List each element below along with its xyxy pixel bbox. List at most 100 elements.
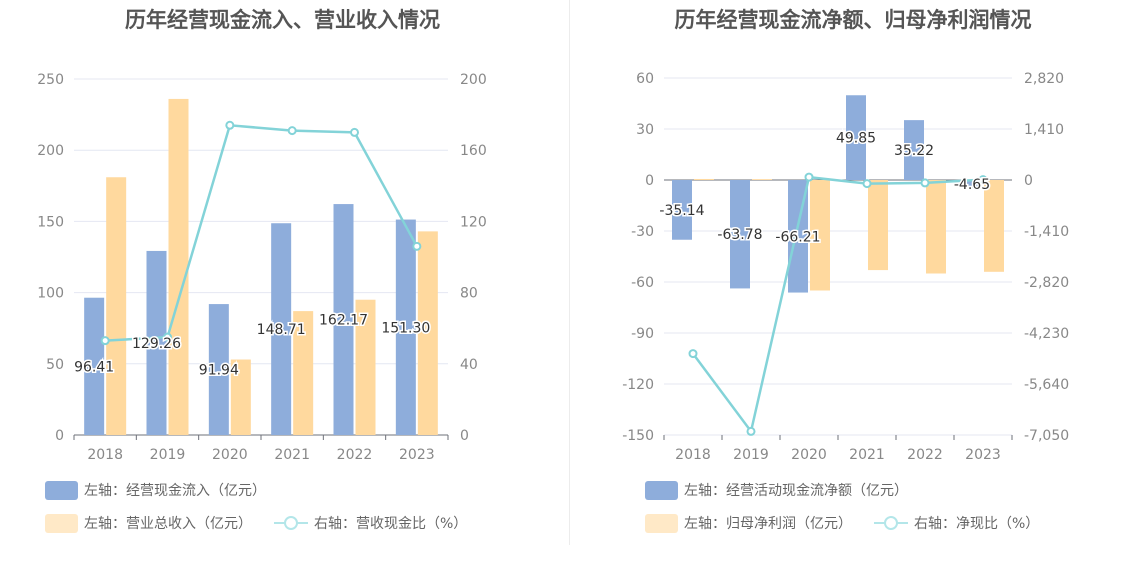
- right-left-tick-label: 60: [636, 71, 654, 87]
- right-right-tick-label: -5,640: [1024, 377, 1069, 393]
- right-bar-data-label: 49.85: [836, 131, 876, 147]
- left-bar-data-label: 148.71: [257, 322, 306, 338]
- right-left-tick-label: -90: [631, 326, 654, 342]
- left-left-tick-label: 150: [37, 214, 64, 230]
- legend-left-row1: 左轴：经营现金流入（亿元）: [45, 480, 266, 500]
- left-bar-orange: [293, 311, 314, 435]
- left-bar-blue: [271, 223, 292, 435]
- right-bar-blue: [962, 180, 982, 188]
- right-bar-blue: [904, 120, 924, 180]
- chart-title-left: 历年经营现金流入、营业收入情况: [125, 8, 440, 32]
- right-bar-data-label: -4.65: [954, 177, 990, 193]
- chart-title-right: 历年经营现金流净额、归母净利润情况: [674, 8, 1032, 32]
- left-x-label: 2022: [337, 447, 373, 463]
- left-bar-blue: [208, 304, 229, 435]
- chart-left: 0 0 50 40 100 80 150 120 200 160 250 200 2018 2019 202…: [37, 72, 487, 463]
- left-x-label: 2019: [150, 447, 186, 463]
- left-ratio-point: [350, 127, 359, 137]
- left-x-label: 2020: [212, 447, 248, 463]
- right-bar-data-label: -35.14: [659, 203, 704, 219]
- legend-line-icon-net-cash-ratio[interactable]: [874, 515, 908, 531]
- right-left-tick-label: -60: [631, 275, 654, 291]
- right-right-tick-label: -7,050: [1024, 428, 1069, 444]
- left-bar-blue: [84, 297, 105, 435]
- right-left-tick-label: 0: [645, 173, 654, 189]
- right-x-label: 2020: [791, 447, 827, 463]
- left-right-tick-label: 0: [460, 428, 469, 444]
- left-bar-data-label: 129.26: [132, 336, 181, 352]
- left-left-tick-label: 200: [37, 143, 64, 159]
- right-bar-orange: [810, 180, 830, 291]
- legend-swatch-cash-inflow[interactable]: [45, 480, 78, 500]
- legend-label-revenue[interactable]: 左轴：营业总收入（亿元）: [84, 516, 252, 532]
- legend-swatch-net-cash-flow[interactable]: [645, 480, 678, 500]
- right-x-label: 2021: [849, 447, 885, 463]
- right-left-tick-label: -150: [622, 428, 654, 444]
- left-left-tick-label: 100: [37, 286, 64, 302]
- right-ratio-point: [746, 426, 756, 436]
- right-right-tick-label: 0: [1024, 173, 1033, 189]
- legend-left-row2: 左轴：营业总收入（亿元） 右轴：营收现金比（%）: [45, 513, 467, 533]
- left-ratio-line: [105, 123, 418, 342]
- left-bar-blue: [395, 219, 416, 435]
- left-left-tick-label: 0: [55, 428, 64, 444]
- left-ratio-point: [163, 332, 172, 342]
- legend-swatch-revenue[interactable]: [45, 513, 78, 533]
- legend-swatch-net-profit[interactable]: [645, 513, 678, 533]
- right-bar-blue: [672, 180, 692, 240]
- left-right-tick-label: 200: [460, 72, 487, 88]
- left-bar-orange: [417, 231, 438, 435]
- right-right-tick-label: 2,820: [1024, 71, 1064, 87]
- legend-line-icon-cash-ratio[interactable]: [274, 515, 308, 531]
- left-bar-data-label: 91.94: [199, 363, 239, 379]
- legend-right-row2: 左轴：归母净利润（亿元） 右轴：净现比（%）: [645, 513, 1039, 533]
- left-bar-blue: [333, 204, 354, 435]
- left-x-label: 2021: [274, 447, 310, 463]
- right-ratio-line: [691, 175, 984, 435]
- right-right-tick-label: 1,410: [1024, 122, 1064, 138]
- right-right-tick-label: -1,410: [1024, 224, 1069, 240]
- panel-divider: [569, 0, 570, 545]
- right-bar-data-label: -66.21: [775, 229, 820, 245]
- right-bar-data-label: 35.22: [894, 143, 934, 159]
- right-right-tick-label: -2,820: [1024, 275, 1069, 291]
- right-x-label: 2022: [907, 447, 943, 463]
- right-left-tick-label: 30: [636, 122, 654, 138]
- left-left-tick-label: 250: [37, 72, 64, 88]
- left-bar-orange: [168, 98, 189, 435]
- right-ratio-point: [978, 175, 988, 185]
- left-right-tick-label: 160: [460, 143, 487, 159]
- left-right-tick-label: 120: [460, 214, 487, 230]
- right-x-label: 2018: [675, 447, 711, 463]
- right-ratio-point: [862, 179, 872, 189]
- right-left-tick-label: -120: [622, 377, 654, 393]
- right-left-tick-label: -30: [631, 224, 654, 240]
- left-ratio-point: [225, 120, 235, 130]
- left-bar-orange: [355, 299, 376, 435]
- right-ratio-point: [920, 178, 930, 188]
- left-bar-orange: [230, 359, 251, 435]
- left-ratio-point: [287, 126, 297, 136]
- legend-label-net-cash-ratio[interactable]: 右轴：净现比（%）: [914, 516, 1040, 532]
- left-bar-orange: [106, 177, 127, 436]
- right-ratio-point: [804, 172, 814, 182]
- left-ratio-point: [412, 241, 422, 251]
- legend-label-net-profit[interactable]: 左轴：归母净利润（亿元）: [684, 516, 852, 532]
- right-bar-orange: [926, 180, 946, 274]
- left-ratio-point: [100, 336, 110, 346]
- legend-label-cash-ratio[interactable]: 右轴：营收现金比（%）: [314, 516, 468, 532]
- legend-label-cash-inflow[interactable]: 左轴：经营现金流入（亿元）: [84, 483, 266, 499]
- right-ratio-point: [688, 349, 698, 359]
- left-left-tick-label: 50: [46, 357, 64, 373]
- right-right-tick-label: -4,230: [1024, 326, 1069, 342]
- legend-label-net-cash-flow[interactable]: 左轴：经营活动现金流净额（亿元）: [684, 483, 908, 499]
- right-bar-orange: [868, 180, 888, 271]
- left-x-label: 2023: [399, 447, 435, 463]
- left-bar-blue: [146, 250, 167, 435]
- right-bar-data-label: -63.78: [717, 227, 762, 243]
- left-bar-data-label: 162.17: [319, 313, 368, 329]
- chart-right: -150 -7,050 -120 -5,640 -90 -4,230 -60 -2,820 -3…: [622, 71, 1069, 463]
- left-x-label: 2018: [87, 447, 123, 463]
- left-right-tick-label: 40: [460, 357, 478, 373]
